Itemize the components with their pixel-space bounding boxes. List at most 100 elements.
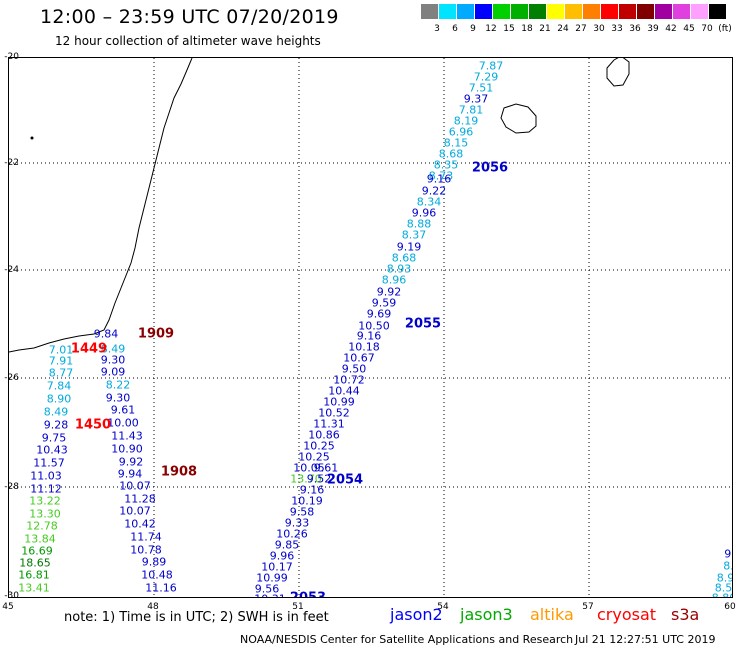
wave-height-label: 7.81 bbox=[458, 103, 484, 117]
wave-height-label: 9.85 bbox=[274, 538, 300, 552]
satellite-legend-jason3: jason3 bbox=[460, 605, 513, 624]
scale-swatch bbox=[511, 4, 528, 19]
scale-label: 70 bbox=[701, 24, 713, 34]
lat-label: -28 bbox=[4, 482, 19, 492]
wave-height-label: 8.77 bbox=[48, 366, 74, 380]
wave-height-label: 7.29 bbox=[473, 70, 499, 84]
scale-swatch bbox=[637, 4, 654, 19]
wave-height-label: 11.12 bbox=[30, 482, 62, 496]
scale-swatch bbox=[493, 4, 510, 19]
wave-height-label: 10.67 bbox=[343, 351, 375, 365]
scale-swatch bbox=[655, 4, 672, 19]
wave-height-label: 8.90 bbox=[46, 392, 72, 406]
wave-height-label: 9.19 bbox=[396, 240, 422, 254]
wave-height-label: 9.84 bbox=[93, 327, 119, 341]
wave-height-label: 10.72 bbox=[333, 373, 365, 387]
satellite-legend-s3a: s3a bbox=[671, 605, 700, 624]
wave-height-label: 10.25 bbox=[298, 450, 330, 464]
pass-time-label: 2053 bbox=[289, 590, 327, 598]
wave-height-label: 8.73 bbox=[428, 169, 454, 183]
wave-height-label: 13.22 bbox=[29, 494, 61, 508]
pass-time-label: 2054 bbox=[326, 472, 364, 488]
scale-swatch bbox=[583, 4, 600, 19]
wave-height-label: 16.69 bbox=[21, 544, 53, 558]
pass-time-label: 1909 bbox=[137, 326, 175, 342]
map-subtitle: 12 hour collection of altimeter wave hei… bbox=[55, 34, 321, 48]
wave-height-label: 7.91 bbox=[48, 354, 74, 368]
wave-height-label: 9.33 bbox=[284, 516, 310, 530]
wave-height-label: 9.96 bbox=[269, 549, 295, 563]
wave-height-label: 8.22 bbox=[105, 378, 131, 392]
scale-label: 30 bbox=[593, 24, 605, 34]
wave-height-label: 8.53 bbox=[714, 581, 733, 595]
pass-time-label: 1908 bbox=[160, 464, 198, 480]
wave-height-label: 11.31 bbox=[313, 417, 345, 431]
wave-height-label: 8.49 bbox=[43, 405, 69, 419]
wave-height-label: 9.52 bbox=[306, 472, 332, 486]
lon-label: 45 bbox=[2, 602, 14, 612]
lat-label: -24 bbox=[4, 265, 19, 275]
wave-height-label: 10.99 bbox=[323, 395, 355, 409]
pass-time-label: 2055 bbox=[404, 316, 442, 332]
wave-height-label: 8.93 bbox=[386, 262, 412, 276]
lon-label: 51 bbox=[292, 602, 304, 612]
footer-note: note: 1) Time is in UTC; 2) SWH is in fe… bbox=[64, 610, 329, 625]
lat-label: -20 bbox=[4, 52, 19, 62]
wave-height-label: 10.86 bbox=[308, 428, 340, 442]
wave-height-label: 10.42 bbox=[124, 517, 156, 531]
wave-height-label: 10.43 bbox=[36, 443, 68, 457]
map-graphics bbox=[9, 58, 732, 597]
scale-label: 18 bbox=[521, 24, 533, 34]
wave-height-label: 8.15 bbox=[443, 136, 469, 150]
wave-height-label: 10.25 bbox=[303, 439, 335, 453]
wave-height-label: 9.50 bbox=[341, 362, 367, 376]
wave-height-label: 9.16 bbox=[299, 483, 325, 497]
satellite-legend-jason2: jason2 bbox=[390, 605, 443, 624]
scale-swatch bbox=[421, 4, 438, 19]
wave-height-label: 8.96 bbox=[381, 273, 407, 287]
wave-height-label: 8.88 bbox=[406, 217, 432, 231]
pass-time-label: 2056 bbox=[471, 160, 509, 176]
wave-height-label: 10.44 bbox=[328, 384, 360, 398]
pass-time-label: 1450 bbox=[74, 417, 112, 433]
credit-line: NOAA/NESDIS Center for Satellite Applica… bbox=[240, 633, 574, 646]
wave-height-label: 7.51 bbox=[468, 81, 494, 95]
scale-swatch bbox=[601, 4, 618, 19]
wave-height-label: 6.96 bbox=[448, 125, 474, 139]
wave-height-label: 9.94 bbox=[117, 467, 143, 481]
wave-height-label: 9.22 bbox=[421, 184, 447, 198]
scale-swatch bbox=[457, 4, 474, 19]
mauritius-island bbox=[606, 58, 630, 87]
scale-label: 15 bbox=[503, 24, 515, 34]
wave-height-label: 8.19 bbox=[453, 114, 479, 128]
scale-label: 3 bbox=[434, 24, 440, 34]
wave-height-label: 9.30 bbox=[100, 353, 126, 367]
wave-height-label: 8.35 bbox=[433, 158, 459, 172]
scale-swatch bbox=[475, 4, 492, 19]
wave-height-label: 9.59 bbox=[371, 296, 397, 310]
lon-label: 60 bbox=[724, 602, 736, 612]
wave-height-label: 10.19 bbox=[291, 494, 323, 508]
wave-height-label: 9 bbox=[732, 529, 733, 540]
scale-swatch bbox=[529, 4, 546, 19]
lon-label: 57 bbox=[582, 602, 594, 612]
wave-height-label: 9.16 bbox=[426, 172, 452, 186]
wave-height-label: 8.49 bbox=[100, 342, 126, 356]
pass-time-label: 1449 bbox=[70, 341, 108, 357]
scale-label: 45 bbox=[683, 24, 695, 34]
wave-height-label: 10.00 bbox=[107, 416, 139, 430]
wave-height-label: 16.81 bbox=[18, 568, 50, 582]
wave-height-label: 9.96 bbox=[411, 206, 437, 220]
wave-height-label: 7.01 bbox=[48, 343, 74, 357]
wave-height-label: 18.65 bbox=[19, 556, 51, 570]
wave-height-label: 10.31 bbox=[254, 594, 286, 598]
scale-label: 21 bbox=[539, 24, 551, 34]
wave-height-label: 9.92 bbox=[118, 455, 144, 469]
lat-label: -30 bbox=[4, 591, 19, 601]
wave-height-label: 10.90 bbox=[111, 442, 143, 456]
wave-height-label: 8.37 bbox=[401, 228, 427, 242]
wave-height-label: 9.61 bbox=[313, 461, 339, 475]
scale-label: 24 bbox=[557, 24, 569, 34]
lon-label: 54 bbox=[437, 602, 449, 612]
wave-height-label: 10.99 bbox=[256, 571, 288, 585]
